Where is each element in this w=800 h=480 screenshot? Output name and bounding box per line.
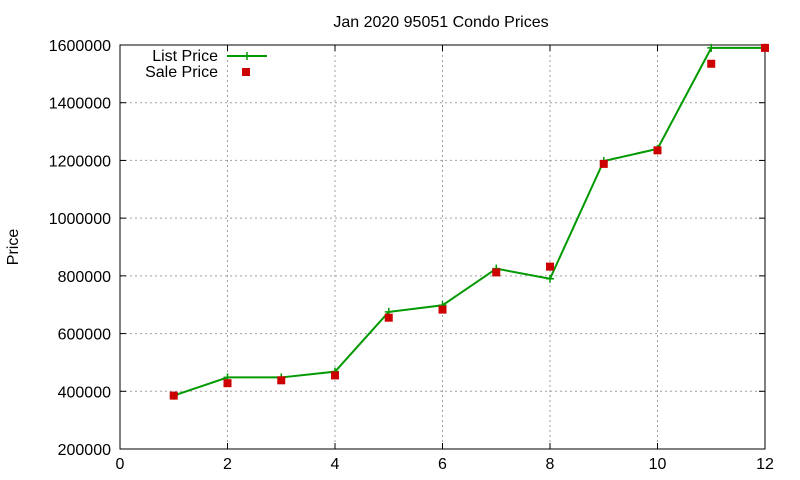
- series-layer: [169, 43, 769, 400]
- list-price-point: [546, 274, 554, 283]
- sale-price-point: [331, 371, 339, 380]
- x-tick-label: 8: [546, 456, 555, 473]
- x-tick-label: 12: [756, 456, 774, 473]
- sale-price-point: [169, 391, 178, 400]
- x-tick-label: 4: [331, 456, 340, 473]
- sale-price-point: [492, 268, 501, 277]
- y-tick-label: 600000: [58, 327, 111, 344]
- sale-price-point: [277, 376, 286, 385]
- y-tick-label: 1400000: [49, 96, 111, 113]
- y-tick-label: 1200000: [49, 153, 111, 170]
- sale-price-point: [707, 59, 716, 68]
- plot-frame: [119, 44, 766, 450]
- sale-price-point: [223, 379, 232, 388]
- legend-marker-list-price: [243, 52, 251, 60]
- legend-label-sale-price: Sale Price: [145, 64, 218, 81]
- list-price-line: [173, 46, 765, 397]
- sale-price-point: [438, 305, 447, 314]
- x-tick-label: 0: [116, 456, 125, 473]
- legend-marker-sale-price: [242, 68, 250, 76]
- y-tick-label: 200000: [58, 442, 111, 459]
- list-price-point: [707, 43, 716, 52]
- y-axis-label: Price: [5, 229, 22, 266]
- x-tick-label: 6: [438, 456, 447, 473]
- sale-price-point: [653, 146, 662, 155]
- chart-title: Jan 2020 95051 Condo Prices: [333, 14, 548, 31]
- x-tick-label: 2: [223, 456, 232, 473]
- sale-price-point: [599, 159, 608, 168]
- y-tick-label: 800000: [58, 269, 111, 286]
- x-tick-label: 10: [649, 456, 667, 473]
- y-tick-label: 1000000: [49, 211, 111, 228]
- sale-price-point: [384, 313, 393, 322]
- sale-price-point: [761, 43, 769, 52]
- grid: [120, 45, 765, 449]
- y-tick-label: 400000: [58, 384, 111, 401]
- y-tick-label: 1600000: [49, 38, 111, 55]
- legend-label-list-price: List Price: [152, 48, 218, 65]
- sale-price-point: [546, 262, 554, 271]
- axis-ticks: 0 2 4 6 8 10 12 200000 400000 600000 800000 1000000…: [49, 38, 774, 473]
